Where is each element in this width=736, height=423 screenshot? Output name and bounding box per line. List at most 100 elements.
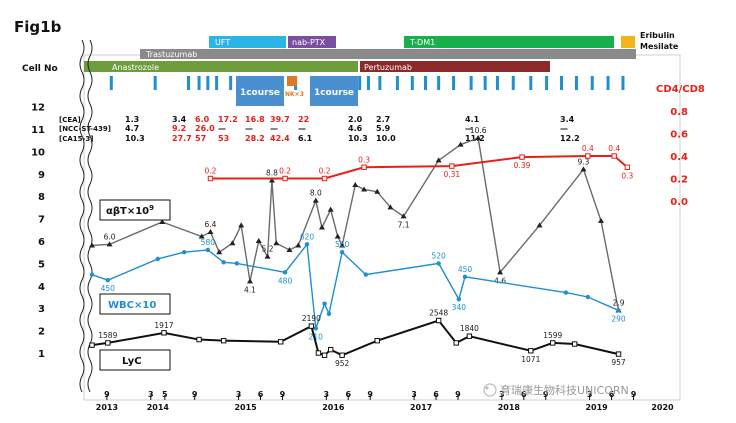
- abt-data-label: 2.9: [613, 298, 625, 307]
- lyc-point: [435, 317, 442, 324]
- dose-tick: [197, 76, 201, 90]
- x-tick-label: 3: [411, 390, 417, 399]
- dose-tick: [545, 76, 549, 90]
- wbc-point: [282, 270, 288, 275]
- right-axis: 0.0 0.2 0.4 0.6 0.8: [670, 107, 688, 208]
- watermark-text: 育瑞康生物科技UNICORN: [500, 383, 629, 397]
- lyc-point: [321, 352, 328, 358]
- wbc-data-label: 480: [278, 276, 293, 285]
- dose-tick: [206, 76, 210, 90]
- left-tick-label: 8: [38, 192, 45, 203]
- ratio-data-label: 0.4: [582, 144, 594, 153]
- anastrozole-bar: [84, 61, 358, 72]
- lyc-point: [466, 333, 473, 339]
- nabptx-label: nab-PTX: [292, 38, 326, 47]
- abt-point: [238, 222, 245, 228]
- wbc-data-label: 620: [300, 232, 315, 241]
- ratio-point: [624, 164, 631, 170]
- dose-tick: [469, 76, 473, 90]
- tdm1-label: T-DM1: [409, 38, 435, 47]
- ratio-data-label: 0.3: [358, 155, 370, 164]
- wbc-point: [585, 294, 591, 300]
- left-tick-label: 7: [38, 215, 45, 226]
- course-block-2: [310, 76, 358, 106]
- abt-point: [216, 249, 223, 255]
- lyc-data-label: 1840: [460, 324, 479, 333]
- wbc-data-label: 210: [309, 332, 324, 341]
- cea-value: 2.7: [376, 115, 390, 124]
- legend-wbc-text: WBC×10: [108, 300, 156, 311]
- wbc-point: [105, 278, 110, 283]
- wbc-point: [339, 250, 345, 255]
- wbc-point: [462, 274, 468, 280]
- abt-point: [295, 242, 302, 248]
- x-tick-label: 9: [543, 390, 549, 399]
- wbc-data-label: 450: [101, 284, 116, 293]
- dose-tick: [590, 76, 594, 90]
- wbc-point: [155, 256, 161, 262]
- ncc-label: [NCC-ST-439]: [59, 125, 111, 133]
- wbc-data-label: 290: [611, 314, 626, 323]
- series-layer: 6.0 6.4 4.1 5.2 8.8 8.0 7.1 10.6 4.6 9.3 2.9 450 580…: [89, 126, 634, 368]
- lyc-point: [453, 340, 459, 346]
- treatment-bars: UFT nab-PTX T-DM1 Eribulin Mesilate Tras…: [84, 31, 679, 72]
- dose-tick: [511, 76, 515, 90]
- wbc-point: [181, 250, 187, 255]
- x-tick-label: 6: [258, 390, 264, 399]
- wbc-data-label: 580: [201, 238, 216, 247]
- dose-ticks: [109, 76, 625, 90]
- x-year-label: 2018: [498, 403, 521, 412]
- dose-tick: [452, 76, 456, 90]
- dose-tick: [366, 76, 370, 90]
- ncc-value: —: [218, 124, 226, 133]
- lyc-point: [89, 342, 95, 348]
- abt-point: [374, 188, 381, 194]
- wbc-point: [322, 301, 327, 306]
- course-block-1: [236, 76, 284, 106]
- watermark-logo-inner-icon: [485, 386, 489, 390]
- ratio-data-label: 0.31: [443, 170, 460, 179]
- ncc-value: —: [560, 124, 568, 133]
- pertuzumab-bar: [360, 61, 550, 72]
- dose-tick: [606, 76, 610, 90]
- ca153-value: 57: [195, 134, 206, 143]
- legend-abt-main: αβT×10: [106, 206, 149, 217]
- wbc-point: [221, 260, 226, 265]
- wbc-point: [326, 311, 332, 316]
- lyc-point: [161, 330, 167, 336]
- abt-point: [339, 242, 346, 248]
- ca153-value: 6.1: [298, 134, 313, 143]
- dose-tick: [378, 76, 382, 90]
- ratio-data-label: 0.2: [279, 167, 291, 176]
- lyc-point: [550, 340, 556, 346]
- ratio-data-label: 0.4: [608, 144, 620, 153]
- lyc-point: [220, 337, 227, 344]
- dose-tick: [437, 76, 441, 90]
- lyc-point: [528, 348, 534, 354]
- dose-tick: [395, 76, 399, 90]
- lyc-point: [105, 340, 111, 346]
- lyc-data-label: 2548: [429, 309, 448, 318]
- x-year-label: 2016: [322, 403, 345, 412]
- lyc-point: [339, 352, 345, 358]
- x-year-label: 2014: [147, 403, 170, 412]
- lyc-point: [615, 351, 622, 357]
- legend-wbc-box: [99, 293, 171, 315]
- x-tick-label: 6: [345, 390, 351, 399]
- abt-point: [106, 241, 113, 247]
- ncc-value: 9.2: [172, 124, 186, 133]
- abt-point: [198, 233, 205, 239]
- wbc-point: [363, 272, 369, 277]
- ratio-point: [282, 175, 288, 182]
- abt-point: [457, 141, 464, 147]
- lyc-data-label: 957: [611, 358, 626, 367]
- eribulin-label-line1: Eribulin: [640, 31, 675, 40]
- wbc-data-label: 340: [452, 303, 467, 312]
- course-block-2-label: 1course: [314, 88, 354, 98]
- cea-value: 16.8: [245, 115, 265, 124]
- abt-point: [89, 242, 95, 248]
- nk-block: [287, 76, 297, 86]
- x-tick-label: 3: [499, 390, 505, 399]
- lyc-data-label: 2190: [302, 314, 321, 323]
